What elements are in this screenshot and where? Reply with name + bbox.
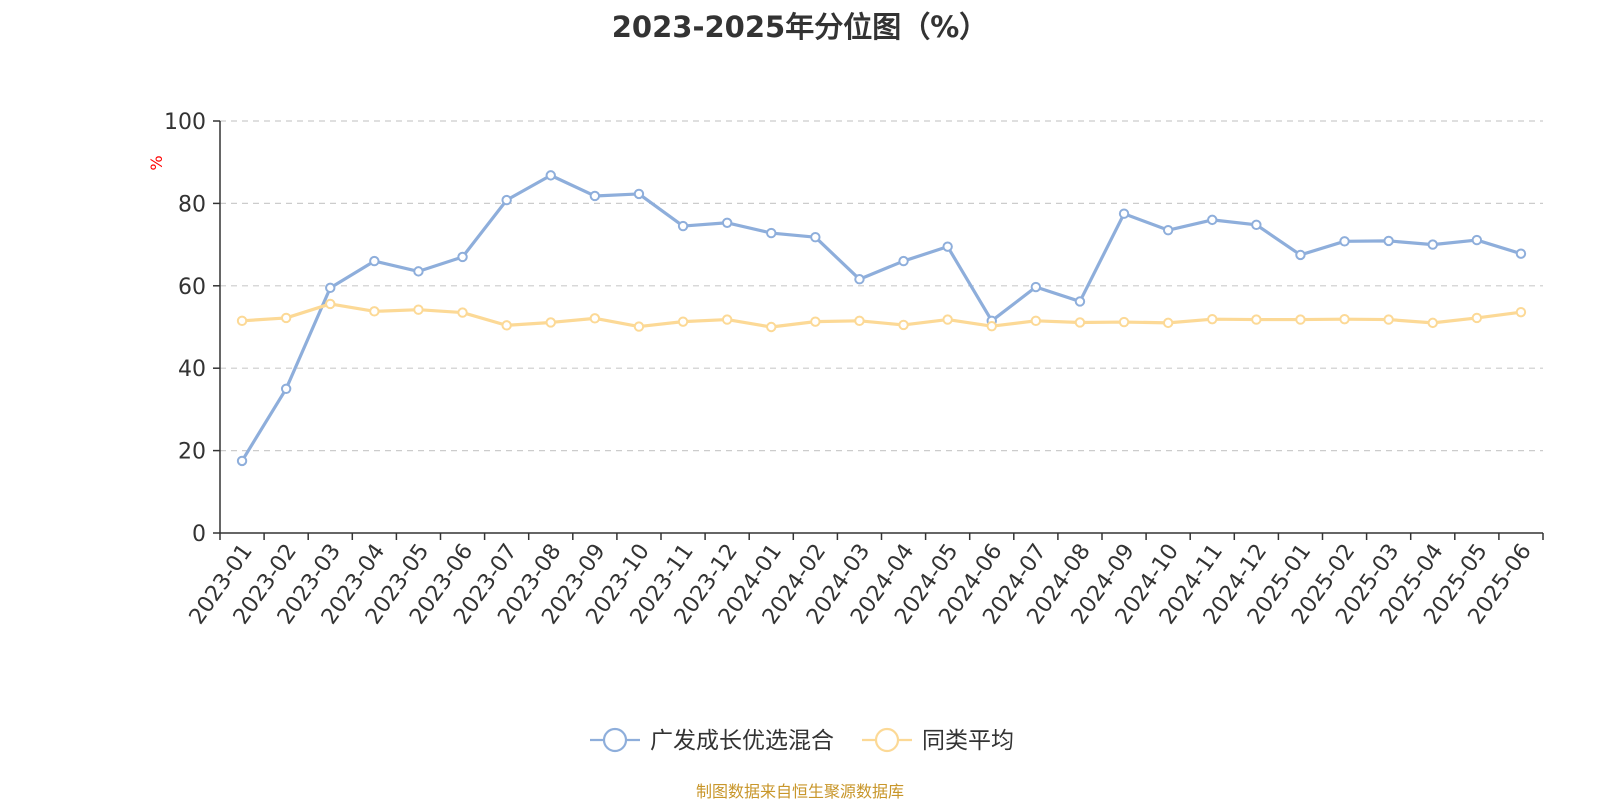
series-1-point xyxy=(413,266,424,277)
series-2-point xyxy=(369,306,380,317)
series-2-point xyxy=(854,315,865,327)
series-1-point xyxy=(280,383,292,394)
legend-label: 广发成长优选混合 xyxy=(650,728,834,754)
series-2-point xyxy=(1383,314,1394,325)
series-2-point xyxy=(633,321,645,332)
legend-item-2[interactable]: 同类平均 xyxy=(862,727,1014,754)
series-1-point xyxy=(1295,249,1306,261)
y-tick-label: 0 xyxy=(192,522,206,547)
series-2-point xyxy=(325,298,336,310)
series-1-point xyxy=(810,231,821,243)
series-2-point xyxy=(898,319,909,331)
series-1-point xyxy=(1251,219,1262,231)
series-2-point xyxy=(545,317,556,328)
series-1-point xyxy=(589,190,601,202)
y-tick-label: 20 xyxy=(178,440,206,465)
series-1-point xyxy=(501,194,512,206)
grid-lines xyxy=(220,120,1543,452)
series-1-point xyxy=(1162,224,1174,236)
series-1-point xyxy=(457,251,468,263)
series-1-point xyxy=(325,282,336,294)
y-tick-label: 80 xyxy=(178,192,206,217)
series-1-point xyxy=(677,220,689,232)
series-2-point xyxy=(1162,317,1174,329)
y-tick-label: 40 xyxy=(178,357,206,382)
series-1-point xyxy=(854,274,865,285)
series-2-point xyxy=(721,314,733,325)
series-1-point xyxy=(1118,208,1130,219)
chart-title: 2023-2025年分位图（%） xyxy=(611,10,989,44)
series-1-point xyxy=(1339,236,1350,247)
series-1-line xyxy=(240,173,1522,462)
series-2-point xyxy=(677,316,689,327)
series-2-point xyxy=(1427,317,1438,329)
series-1-point xyxy=(766,227,777,239)
series-2-line xyxy=(241,302,1522,329)
series-1-point xyxy=(1515,248,1527,259)
series-2-point xyxy=(1251,314,1262,325)
series-2-point xyxy=(1118,316,1130,328)
series-1-point xyxy=(1427,239,1438,250)
series-2-point xyxy=(457,307,468,318)
series-2-point xyxy=(1207,313,1218,325)
y-tick-label: 60 xyxy=(178,275,206,300)
series-2-point xyxy=(1295,314,1306,325)
series-2-point xyxy=(280,312,292,324)
series-2-point xyxy=(236,315,248,327)
legend-swatch-marker xyxy=(602,727,628,753)
legend-item-1[interactable]: 广发成长优选混合 xyxy=(590,727,834,754)
series-2-point xyxy=(413,304,424,315)
series-1-point xyxy=(236,455,248,467)
series-1-point xyxy=(1074,296,1086,307)
y-axis-label: % xyxy=(147,155,166,170)
series-1-point xyxy=(633,188,645,200)
legend-label: 同类平均 xyxy=(922,728,1014,754)
series-2-point xyxy=(501,320,512,331)
series-2-point xyxy=(766,321,777,333)
legend[interactable]: 广发成长优选混合 同类平均 xyxy=(590,727,1014,754)
series-1-point xyxy=(898,255,909,267)
series-2-point xyxy=(1515,306,1527,318)
series-1-point xyxy=(545,170,556,181)
series-1-point xyxy=(1383,235,1394,247)
series-1-point xyxy=(942,241,953,252)
series-2-point xyxy=(810,316,821,327)
series-2-point xyxy=(986,320,997,332)
axes: 020406080100%2023-012023-022023-032023-0… xyxy=(147,110,1544,629)
series-1-point xyxy=(1471,234,1483,246)
series-lines xyxy=(236,170,1527,467)
line-chart: 020406080100%2023-012023-022023-032023-0… xyxy=(147,110,1544,754)
source-note: 制图数据来自恒生聚源数据库 xyxy=(695,782,904,801)
y-tick-label: 100 xyxy=(164,110,206,135)
series-2-point xyxy=(1074,317,1086,328)
series-2-point xyxy=(1030,315,1042,327)
series-1-point xyxy=(369,255,380,267)
legend-swatch-marker xyxy=(874,727,900,753)
series-2-point xyxy=(589,313,601,324)
series-1-point xyxy=(721,217,733,228)
series-1-point xyxy=(1207,214,1218,226)
series-2-point xyxy=(942,314,953,325)
series-1-point xyxy=(1030,281,1042,293)
series-2-point xyxy=(1471,312,1483,324)
series-2-point xyxy=(1339,313,1350,325)
